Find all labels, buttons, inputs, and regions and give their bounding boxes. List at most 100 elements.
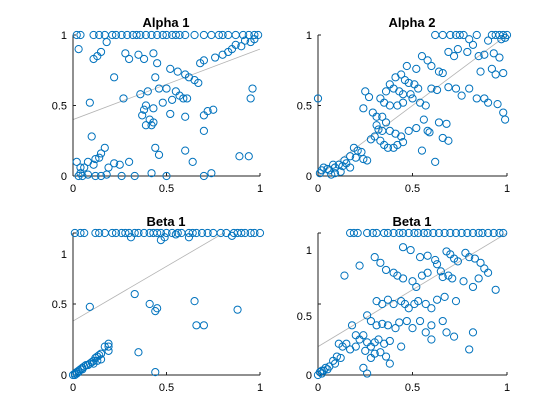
data-point — [209, 228, 218, 238]
fit-line — [73, 48, 260, 120]
data-point — [361, 346, 370, 355]
data-point — [381, 118, 391, 127]
data-point — [385, 101, 394, 110]
data-point — [153, 59, 162, 68]
subplot-title: Alpha 1 — [143, 15, 190, 30]
data-point — [194, 78, 203, 88]
data-point — [211, 53, 220, 62]
data-point — [398, 228, 408, 238]
data-point — [134, 50, 143, 59]
data-point — [231, 30, 240, 40]
data-point — [141, 30, 151, 40]
y-tick-label: 1 — [306, 30, 312, 42]
data-point — [327, 170, 336, 179]
data-point — [468, 228, 478, 238]
data-point — [361, 87, 370, 96]
data-point — [472, 94, 481, 103]
data-point — [406, 245, 415, 255]
data-point — [374, 335, 383, 344]
data-point — [374, 125, 383, 134]
y-tick-label: 1 — [306, 245, 312, 257]
data-point — [355, 335, 364, 344]
data-point — [453, 257, 462, 266]
x-tick-label: 0.5 — [405, 183, 420, 195]
data-point — [491, 70, 500, 79]
data-point — [182, 94, 192, 103]
data-point — [347, 321, 357, 330]
data-point — [423, 228, 432, 238]
data-point — [370, 253, 379, 262]
data-point — [89, 359, 98, 368]
data-point — [415, 316, 425, 326]
data-point — [408, 94, 417, 103]
data-point — [74, 171, 83, 181]
data-point — [70, 228, 79, 238]
data-point — [175, 30, 184, 40]
data-point — [364, 92, 374, 102]
data-point — [199, 111, 208, 120]
data-point — [199, 126, 208, 135]
data-point — [380, 228, 389, 238]
data-point — [141, 121, 151, 130]
data-point — [250, 35, 259, 44]
y-tick-label: 0.5 — [297, 311, 312, 323]
data-point — [449, 52, 459, 61]
subplot-title: Alpha 2 — [389, 15, 436, 30]
data-point — [476, 258, 485, 267]
data-point — [154, 150, 164, 159]
x-tick-label: 0 — [70, 382, 76, 394]
data-point — [381, 352, 391, 361]
data-point — [138, 111, 147, 120]
data-point — [431, 30, 440, 40]
data-point — [468, 282, 478, 292]
data-point — [96, 355, 106, 364]
data-point — [141, 101, 151, 110]
data-point — [438, 272, 447, 282]
data-point — [404, 228, 413, 238]
data-point — [207, 169, 216, 178]
fit-line — [318, 233, 507, 347]
data-point — [366, 353, 376, 363]
data-point — [419, 228, 428, 238]
x-tick-label: 1 — [504, 183, 510, 195]
data-point — [434, 228, 444, 238]
data-point — [398, 274, 408, 283]
data-point — [474, 52, 483, 61]
data-point — [459, 30, 468, 40]
data-point — [461, 248, 470, 257]
data-point — [372, 112, 381, 121]
data-point — [136, 30, 145, 40]
data-point — [480, 50, 489, 59]
data-point — [397, 70, 406, 79]
data-point — [85, 98, 94, 107]
data-point — [323, 365, 332, 374]
data-point — [381, 87, 391, 96]
data-point — [340, 271, 349, 280]
data-point — [255, 228, 265, 238]
data-point — [414, 228, 423, 238]
data-point — [145, 299, 154, 309]
data-point — [378, 299, 387, 309]
data-point — [414, 84, 423, 93]
data-point — [398, 138, 408, 147]
data-point — [76, 30, 85, 40]
data-point — [126, 233, 136, 242]
data-point — [478, 228, 487, 238]
data-point — [499, 108, 508, 117]
data-point — [363, 369, 372, 378]
data-point — [173, 228, 182, 238]
data-point — [151, 368, 160, 377]
y-tick-label: 0.5 — [52, 299, 67, 311]
plot-area — [68, 228, 265, 380]
data-point — [239, 30, 248, 40]
data-point — [412, 282, 421, 292]
data-point — [370, 349, 379, 358]
data-point — [351, 331, 360, 340]
subplot-beta-1-right: Beta 1 0 0.5 1 0 0.5 1 — [297, 214, 510, 394]
data-point — [91, 171, 100, 181]
data-point — [171, 30, 180, 40]
data-point — [429, 228, 438, 238]
data-point — [451, 297, 461, 306]
data-point — [451, 228, 461, 238]
data-point — [218, 50, 227, 59]
